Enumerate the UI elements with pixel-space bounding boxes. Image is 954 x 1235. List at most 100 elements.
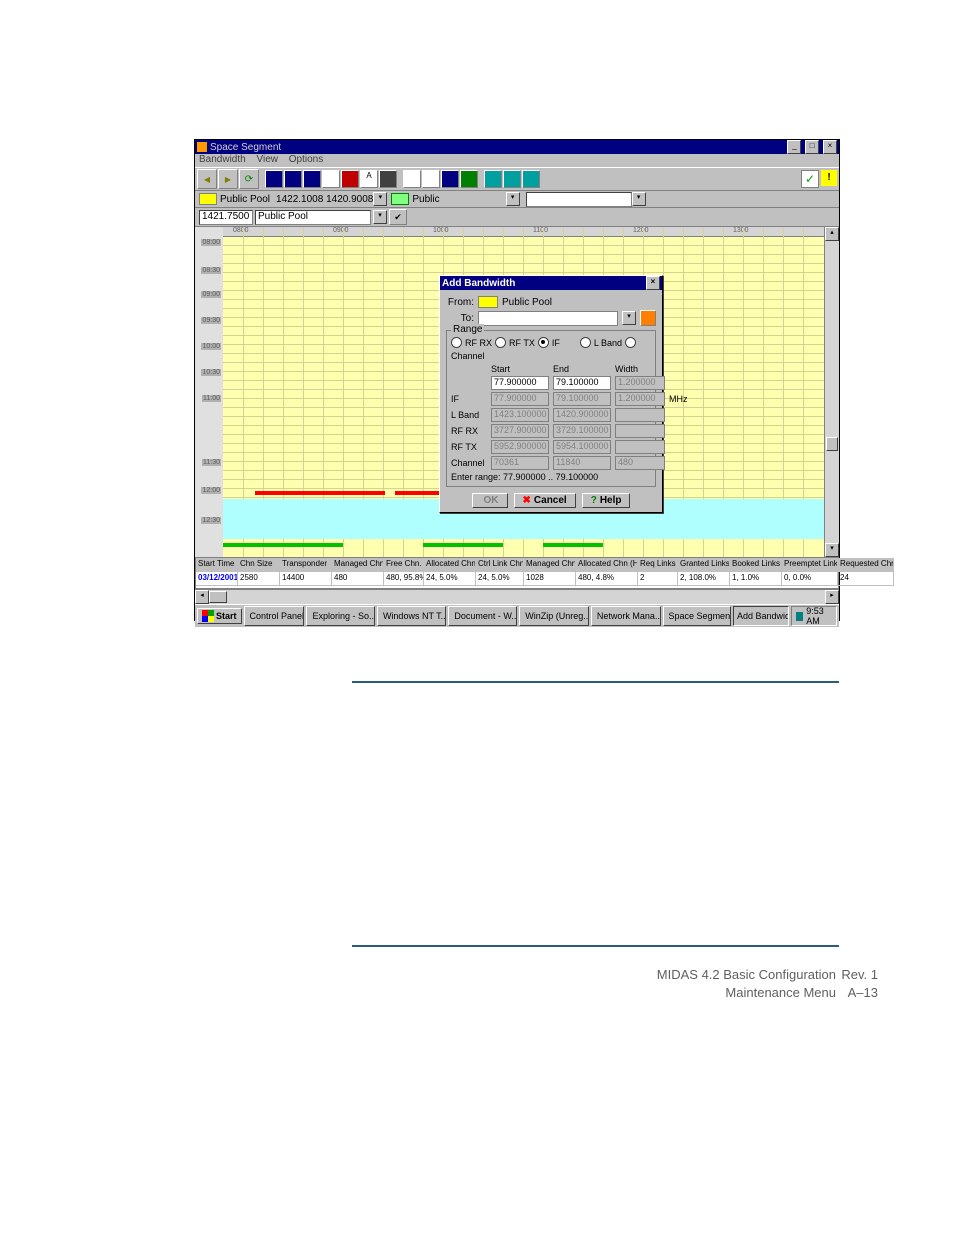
from-swatch-icon <box>478 296 498 308</box>
to-combo-dropdown-button[interactable]: ▾ <box>622 311 636 325</box>
help-button[interactable]: ? Help <box>582 493 631 508</box>
toolbar-group-2 <box>403 170 478 188</box>
y-label: 10:00 <box>201 343 221 350</box>
footer-rule-1 <box>352 681 839 683</box>
tool-icon[interactable] <box>422 170 440 188</box>
enter-range-note: Enter range: 77.900000 .. 79.100000 <box>451 472 651 482</box>
tool-icon[interactable] <box>441 170 459 188</box>
task-winnt[interactable]: Windows NT T... <box>377 606 446 626</box>
menu-view[interactable]: View <box>256 154 278 165</box>
task-exploring[interactable]: Exploring - So... <box>306 606 374 626</box>
y-label: 11:00 <box>202 395 221 402</box>
mid-input[interactable] <box>526 192 632 207</box>
scroll-right-button[interactable]: ▸ <box>825 590 839 604</box>
tool-icon[interactable] <box>522 170 540 188</box>
ruler-label: 1100 <box>533 227 548 234</box>
tool-icon[interactable]: A <box>360 170 378 188</box>
nav-prev-button[interactable] <box>197 169 217 189</box>
task-winzip[interactable]: WinZip (Unreg... <box>519 606 589 626</box>
minimize-button[interactable]: _ <box>787 140 801 154</box>
to-label: To: <box>446 313 474 324</box>
tool-icon[interactable] <box>322 170 340 188</box>
tool-icon[interactable] <box>460 170 478 188</box>
windows-icon <box>202 610 214 622</box>
maximize-button[interactable]: □ <box>805 140 819 154</box>
tool-icon[interactable] <box>303 170 321 188</box>
scroll-up-button[interactable]: ▴ <box>825 227 839 241</box>
pool1-dropdown-button[interactable]: ▾ <box>373 192 387 206</box>
pool1-swatch-icon <box>199 193 217 205</box>
nav-next-button[interactable] <box>218 169 238 189</box>
task-space-segment[interactable]: Space Segment <box>663 606 731 626</box>
start-input[interactable]: 77.900000 <box>491 376 549 390</box>
toolbar-group-1: A <box>265 170 397 188</box>
clock: 9:53 AM <box>806 606 832 626</box>
scroll-left-button[interactable]: ◂ <box>195 590 209 604</box>
tool-icon[interactable] <box>379 170 397 188</box>
scroll-thumb[interactable] <box>826 437 838 451</box>
y-label: 08:30 <box>201 267 221 274</box>
y-label: 10:30 <box>201 369 221 376</box>
menu-bandwidth[interactable]: Bandwidth <box>199 154 246 165</box>
status-table: Start Time Chn Size Transponder Managed … <box>195 557 839 589</box>
dialog-close-button[interactable]: × <box>646 276 660 290</box>
freq-input[interactable]: 1421.7500 <box>199 210 253 225</box>
tool-icon[interactable] <box>403 170 421 188</box>
radio-if[interactable] <box>538 337 549 348</box>
to-combo[interactable] <box>478 311 618 326</box>
close-button[interactable]: × <box>823 140 837 154</box>
start-button[interactable]: Start <box>197 608 242 624</box>
tray-icon[interactable] <box>796 612 803 621</box>
ruler-label: 1000 <box>433 227 449 234</box>
radio-channel[interactable] <box>625 337 636 348</box>
pool-row-2: 1421.7500 Public Pool ▾ ✔ <box>195 208 839 227</box>
tool-icon[interactable] <box>341 170 359 188</box>
pool1-range: 1422.1008 1420.9008 <box>276 194 373 205</box>
tool-icon[interactable] <box>265 170 283 188</box>
task-document[interactable]: Document - W... <box>448 606 517 626</box>
menu-options[interactable]: Options <box>289 154 323 165</box>
vertical-scrollbar[interactable]: ▴ ▾ <box>824 227 839 557</box>
cancel-button[interactable]: ✖ Cancel <box>514 493 576 508</box>
radio-rf-tx[interactable] <box>495 337 506 348</box>
pool-row-1: Public Pool 1422.1008 1420.9008 ▾ Public… <box>195 191 839 208</box>
end-input[interactable]: 79.100000 <box>553 376 611 390</box>
y-label: 12:00 <box>201 487 221 494</box>
tool-icon[interactable] <box>503 170 521 188</box>
main-toolbar: A ✓ ! <box>195 167 839 191</box>
pool-combo-dropdown-button[interactable]: ▾ <box>373 210 387 224</box>
mid-dropdown-button[interactable]: ▾ <box>632 192 646 206</box>
y-label: 09:30 <box>201 317 221 324</box>
pool2-swatch-icon <box>391 193 409 205</box>
task-control-panel[interactable]: Control Panel <box>244 606 305 626</box>
refresh-button[interactable] <box>239 169 259 189</box>
tool-icon[interactable] <box>484 170 502 188</box>
col-width: Width <box>615 364 665 374</box>
horizontal-scrollbar[interactable]: ◂ ▸ <box>195 589 839 604</box>
pool2-dropdown-button[interactable]: ▾ <box>506 192 520 206</box>
menubar: Bandwidth View Options <box>195 154 839 167</box>
pool-combo[interactable]: Public Pool <box>255 210 371 225</box>
tool-icon[interactable] <box>284 170 302 188</box>
pool-apply-button[interactable]: ✔ <box>389 209 407 225</box>
scroll-down-button[interactable]: ▾ <box>825 543 839 557</box>
to-browse-button[interactable] <box>640 310 656 326</box>
help-icon: ? <box>591 495 597 506</box>
chart-canvas[interactable]: 0800 0900 1000 1100 1200 1300 <box>223 227 824 557</box>
task-network[interactable]: Network Mana... <box>591 606 661 626</box>
radio-lband[interactable] <box>580 337 591 348</box>
task-add-bandwidth[interactable]: Add Bandwidth <box>733 606 789 626</box>
toolbar-group-3 <box>484 170 540 188</box>
pool1-label: Public Pool <box>220 194 270 205</box>
taskbar: Start Control Panel Exploring - So... Wi… <box>195 604 839 627</box>
hscroll-thumb[interactable] <box>209 591 227 603</box>
red-bar <box>255 491 385 495</box>
radio-rf-rx[interactable] <box>451 337 462 348</box>
ruler-label: 1200 <box>633 227 649 234</box>
cancel-icon: ✖ <box>523 495 531 506</box>
ok-button[interactable]: OK <box>472 493 508 508</box>
range-group-title: Range <box>451 324 484 335</box>
doc-footer-rev: Rev. 1 A–13 <box>841 966 878 1002</box>
dialog-title: Add Bandwidth <box>442 278 515 289</box>
range-group: Range RF RX RF TX IF L Band Channel <box>446 330 656 487</box>
